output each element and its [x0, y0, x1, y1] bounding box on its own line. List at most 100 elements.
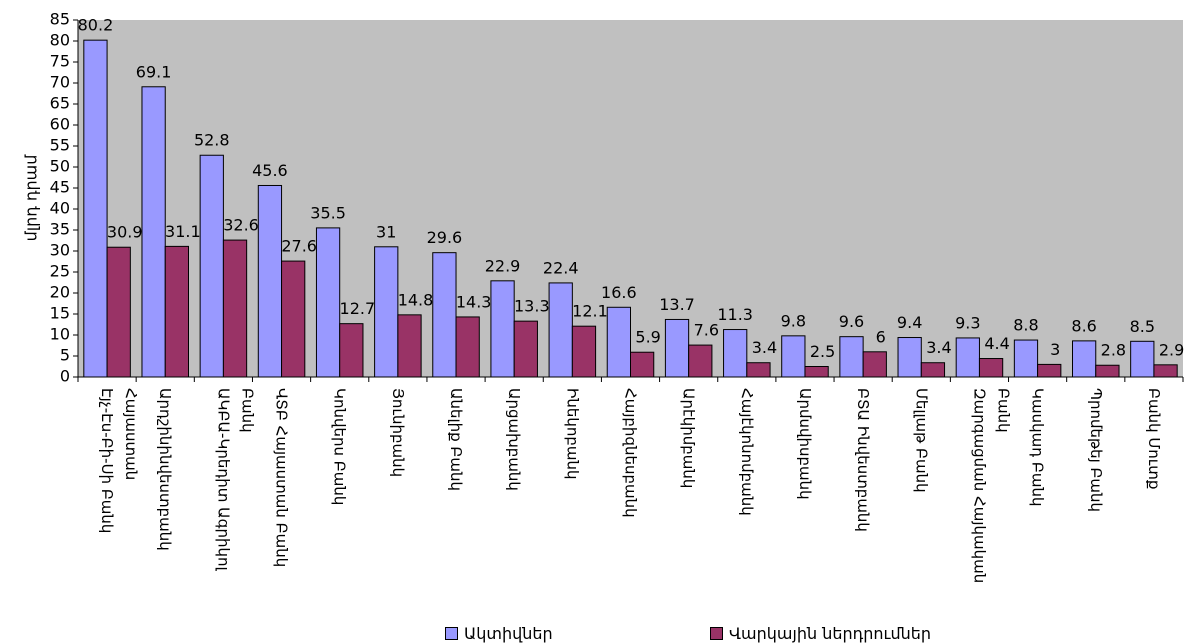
y-tick-label: 0: [60, 367, 70, 386]
value-label: 13.7: [659, 295, 695, 314]
bar: [106, 246, 131, 378]
value-label: 3.4: [752, 338, 777, 357]
y-tick-label: 50: [50, 157, 70, 176]
x-tick-label: Կասկադ Բանկ: [1028, 388, 1047, 507]
bar: [571, 325, 597, 378]
y-tick-label: 40: [50, 199, 70, 218]
value-label: 13.3: [514, 297, 550, 316]
y-tick-label: 30: [50, 241, 70, 260]
value-label: 45.6: [252, 161, 288, 180]
legend-item: Ակտիվներ: [445, 624, 553, 643]
x-tick-label: Անելիք Բանկ: [447, 388, 466, 492]
value-label: 7.6: [694, 321, 719, 340]
value-label: 8.5: [1130, 317, 1155, 336]
x-tick-label: Բանկ Մուտք: [1144, 388, 1163, 490]
value-label: 69.1: [136, 62, 172, 81]
bar: [548, 282, 573, 378]
bar: [897, 337, 922, 378]
y-tick-label: 20: [50, 283, 70, 302]
y-tick-label: 85: [50, 10, 70, 29]
x-tick-label: Արմսվիսբանկ: [795, 388, 814, 500]
bar: [839, 336, 864, 378]
value-label: 31: [376, 222, 396, 241]
value-label: 6: [876, 327, 886, 346]
bar: [455, 316, 480, 378]
x-tick-label: Կոնվերս Բանկ: [330, 388, 349, 506]
value-label: 5.9: [635, 328, 660, 347]
legend-swatch: [710, 627, 723, 640]
x-tick-label: Արէկիմբանկ: [679, 388, 698, 489]
y-tick-label: 65: [50, 94, 70, 113]
bar: [83, 39, 108, 378]
value-label: 8.8: [1013, 316, 1038, 335]
y-tick-label: 25: [50, 262, 70, 281]
value-label: 9.4: [897, 313, 922, 332]
bar: [199, 154, 224, 378]
value-label: 2.9: [1159, 340, 1184, 359]
value-label: 31.1: [165, 222, 201, 241]
bar: [978, 358, 1004, 378]
value-label: 12.1: [572, 302, 608, 321]
value-label: 9.8: [781, 311, 806, 330]
x-tick-label: ԲՏԱ Ինվեստբանկ: [854, 388, 873, 532]
bar: [781, 335, 806, 378]
bar: [688, 344, 713, 378]
bar: [1013, 339, 1039, 378]
value-label: 4.4: [984, 334, 1009, 353]
bar: [222, 239, 248, 378]
value-label: 27.6: [281, 237, 317, 256]
bar: [1095, 364, 1120, 378]
value-label: 52.8: [194, 131, 230, 150]
x-tick-label: Արցախբանկ: [505, 388, 524, 491]
value-label: 3: [1050, 340, 1060, 359]
value-label: 14.8: [398, 290, 434, 309]
x-tick-label: Արդշինինվեստբանկ: [156, 388, 175, 551]
x-tick-label: Զարգացման Հայկական Բանկ: [970, 388, 1013, 584]
value-label: 8.6: [1071, 316, 1096, 335]
legend-swatch: [445, 627, 458, 640]
legend-item: Վարկային ներդրումներ: [710, 624, 931, 643]
value-label: 2.8: [1101, 341, 1126, 360]
bar: [920, 362, 946, 378]
value-label: 22.4: [543, 258, 579, 277]
bar: [281, 260, 306, 378]
x-tick-label: Հայէկոնոմբանկ: [737, 388, 756, 516]
bar: [723, 329, 748, 378]
y-tick-label: 10: [50, 325, 70, 344]
bar: [1072, 340, 1097, 378]
bar: [1153, 364, 1178, 378]
bar: [862, 351, 887, 378]
y-tick-label: 35: [50, 220, 70, 239]
bar: [397, 314, 422, 378]
bar: [432, 252, 457, 378]
bar: [630, 351, 655, 378]
y-axis-label: մլրդ դրամ: [22, 154, 41, 242]
bar: [955, 337, 980, 378]
bar: [339, 323, 364, 378]
bar: [606, 306, 631, 378]
bar: [141, 86, 166, 378]
value-label: 32.6: [223, 216, 259, 235]
legend-label: Վարկային ներդրումներ: [729, 624, 932, 643]
x-tick-label: Ինեկոբանկ: [563, 388, 582, 480]
bar: [664, 318, 690, 378]
y-tick-label: 15: [50, 304, 70, 323]
value-label: 2.5: [810, 342, 835, 361]
value-label: 22.9: [485, 256, 521, 275]
y-tick-label: 70: [50, 73, 70, 92]
bar: [257, 184, 283, 378]
bar: [804, 366, 829, 378]
x-tick-label: Պրոմեթեյ Բանկ: [1086, 388, 1105, 513]
value-label: 9.3: [955, 313, 980, 332]
bar: [164, 245, 190, 378]
x-tick-label: ՎՏԲ Հայաստան Բանկ: [272, 388, 291, 568]
x-tick-label: Յունիբանկ: [388, 388, 407, 478]
bar: [1037, 363, 1062, 378]
y-tick-label: 60: [50, 115, 70, 134]
x-tick-label: Հայբիզնեսբանկ: [621, 388, 640, 518]
bar: [374, 246, 399, 378]
value-label: 3.4: [926, 338, 951, 357]
legend-label: Ակտիվներ: [464, 624, 553, 643]
value-label: 80.2: [78, 16, 114, 35]
